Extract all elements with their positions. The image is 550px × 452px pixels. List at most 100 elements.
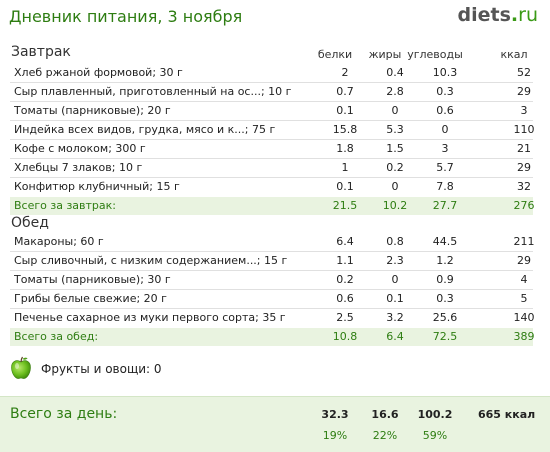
food-row[interactable]: Макароны; 60 г 6.4 0.8 44.5 211 xyxy=(10,233,535,251)
food-row[interactable]: Хлеб ржаной формовой; 30 г 2 0.4 10.3 52 xyxy=(10,64,533,82)
meal-total-row-breakfast: Всего за завтрак: 21.5 10.2 27.7 276 xyxy=(10,197,535,215)
food-name: Конфитюр клубничный; 15 г xyxy=(14,180,180,193)
food-fat: 2.3 xyxy=(386,254,404,267)
column-header-carbs: углеводы xyxy=(407,48,463,61)
food-protein: 2.5 xyxy=(336,311,354,324)
meal-total-row-lunch: Всего за обед: 10.8 6.4 72.5 389 xyxy=(10,328,535,346)
food-carbs: 5.7 xyxy=(436,161,454,174)
meal-title-breakfast: Завтрак xyxy=(11,44,71,60)
day-total-fat: 16.6 xyxy=(371,408,399,421)
food-fat: 2.8 xyxy=(386,85,404,98)
food-kcal: 211 xyxy=(513,235,535,248)
food-name: Печенье сахарное из муки первого сорта; … xyxy=(14,311,286,324)
food-row[interactable]: Сыр сливочный, с низким содержанием...; … xyxy=(10,252,533,270)
food-carbs: 1.2 xyxy=(436,254,454,267)
day-total-protein: 32.3 xyxy=(321,408,349,421)
food-row[interactable]: Кофе с молоком; 300 г 1.8 1.5 3 21 xyxy=(10,140,533,158)
meal-total-label: Всего за обед: xyxy=(14,330,99,343)
logo-tld: ru xyxy=(518,4,538,26)
food-kcal: 3 xyxy=(520,104,528,117)
food-kcal: 5 xyxy=(520,292,528,305)
food-fat: 5.3 xyxy=(386,123,404,136)
row-divider xyxy=(10,139,533,140)
total-carbs: 72.5 xyxy=(432,330,458,343)
food-kcal: 29 xyxy=(517,85,531,98)
food-carbs: 3 xyxy=(441,142,449,155)
column-header-fat: жиры xyxy=(368,48,402,61)
page-title: Дневник питания, 3 ноября xyxy=(9,7,243,26)
day-fat-percent: 22% xyxy=(372,429,398,442)
food-kcal: 4 xyxy=(520,273,528,286)
fruits-vegetables-label: Фрукты и овощи: 0 xyxy=(41,362,162,376)
food-row[interactable]: Грибы белые свежие; 20 г 0.6 0.1 0.3 5 xyxy=(10,290,533,308)
meal-total-label: Всего за завтрак: xyxy=(14,199,117,212)
row-divider xyxy=(10,158,533,159)
food-row[interactable]: Конфитюр клубничный; 15 г 0.1 0 7.8 32 xyxy=(10,178,533,196)
food-carbs: 0 xyxy=(441,123,449,136)
row-divider xyxy=(10,289,533,290)
total-carbs: 27.7 xyxy=(432,199,458,212)
food-row[interactable]: Печенье сахарное из муки первого сорта; … xyxy=(10,309,535,327)
food-protein: 15.8 xyxy=(332,123,358,136)
row-divider xyxy=(10,101,533,102)
apple-icon xyxy=(11,356,31,379)
food-name: Сыр плавленный, приготовленный на ос...;… xyxy=(14,85,292,98)
food-carbs: 44.5 xyxy=(432,235,458,248)
food-protein: 0.6 xyxy=(336,292,354,305)
logo-main: diets xyxy=(457,4,511,26)
day-total-label: Всего за день: xyxy=(10,406,118,422)
food-kcal: 52 xyxy=(517,66,531,79)
row-divider xyxy=(10,82,533,83)
food-protein: 1.8 xyxy=(336,142,354,155)
food-protein: 1.1 xyxy=(336,254,354,267)
header: Дневник питания, 3 ноября diets.ru xyxy=(0,0,550,34)
food-row[interactable]: Индейка всех видов, грудка, мясо и к...;… xyxy=(10,121,535,139)
food-carbs: 0.3 xyxy=(436,85,454,98)
food-protein: 1 xyxy=(341,161,349,174)
food-protein: 6.4 xyxy=(336,235,354,248)
food-fat: 0 xyxy=(391,180,399,193)
food-carbs: 25.6 xyxy=(432,311,458,324)
food-protein: 0.7 xyxy=(336,85,354,98)
food-name: Сыр сливочный, с низким содержанием...; … xyxy=(14,254,288,267)
total-protein: 21.5 xyxy=(332,199,358,212)
food-name: Томаты (парниковые); 30 г xyxy=(14,273,171,286)
food-kcal: 21 xyxy=(517,142,531,155)
row-divider xyxy=(10,251,533,252)
total-fat: 10.2 xyxy=(382,199,408,212)
total-kcal: 389 xyxy=(513,330,535,343)
food-kcal: 29 xyxy=(517,161,531,174)
food-protein: 0.2 xyxy=(336,273,354,286)
food-carbs: 0.3 xyxy=(436,292,454,305)
food-fat: 0.2 xyxy=(386,161,404,174)
food-carbs: 0.9 xyxy=(436,273,454,286)
food-kcal: 32 xyxy=(517,180,531,193)
food-fat: 1.5 xyxy=(386,142,404,155)
food-name: Хлебцы 7 злаков; 10 г xyxy=(14,161,143,174)
food-name: Томаты (парниковые); 20 г xyxy=(14,104,171,117)
logo-dot: . xyxy=(510,4,519,26)
food-row[interactable]: Томаты (парниковые); 20 г 0.1 0 0.6 3 xyxy=(10,102,533,120)
food-protein: 0.1 xyxy=(336,180,354,193)
diets-logo[interactable]: diets.ru xyxy=(458,4,538,26)
food-carbs: 10.3 xyxy=(432,66,458,79)
day-total-carbs: 100.2 xyxy=(417,408,453,421)
food-fat: 0.4 xyxy=(386,66,404,79)
column-header-kcal: ккал xyxy=(500,48,528,61)
food-row[interactable]: Томаты (парниковые); 30 г 0.2 0 0.9 4 xyxy=(10,271,533,289)
food-fat: 0 xyxy=(391,273,399,286)
total-kcal: 276 xyxy=(513,199,535,212)
total-fat: 6.4 xyxy=(386,330,404,343)
food-fat: 3.2 xyxy=(386,311,404,324)
food-fat: 0.8 xyxy=(386,235,404,248)
food-row[interactable]: Сыр плавленный, приготовленный на ос...;… xyxy=(10,83,533,101)
row-divider xyxy=(10,120,533,121)
food-protein: 2 xyxy=(341,66,349,79)
food-name: Макароны; 60 г xyxy=(14,235,104,248)
food-row[interactable]: Хлебцы 7 злаков; 10 г 1 0.2 5.7 29 xyxy=(10,159,533,177)
food-name: Кофе с молоком; 300 г xyxy=(14,142,146,155)
food-name: Грибы белые свежие; 20 г xyxy=(14,292,167,305)
food-protein: 0.1 xyxy=(336,104,354,117)
total-protein: 10.8 xyxy=(332,330,358,343)
